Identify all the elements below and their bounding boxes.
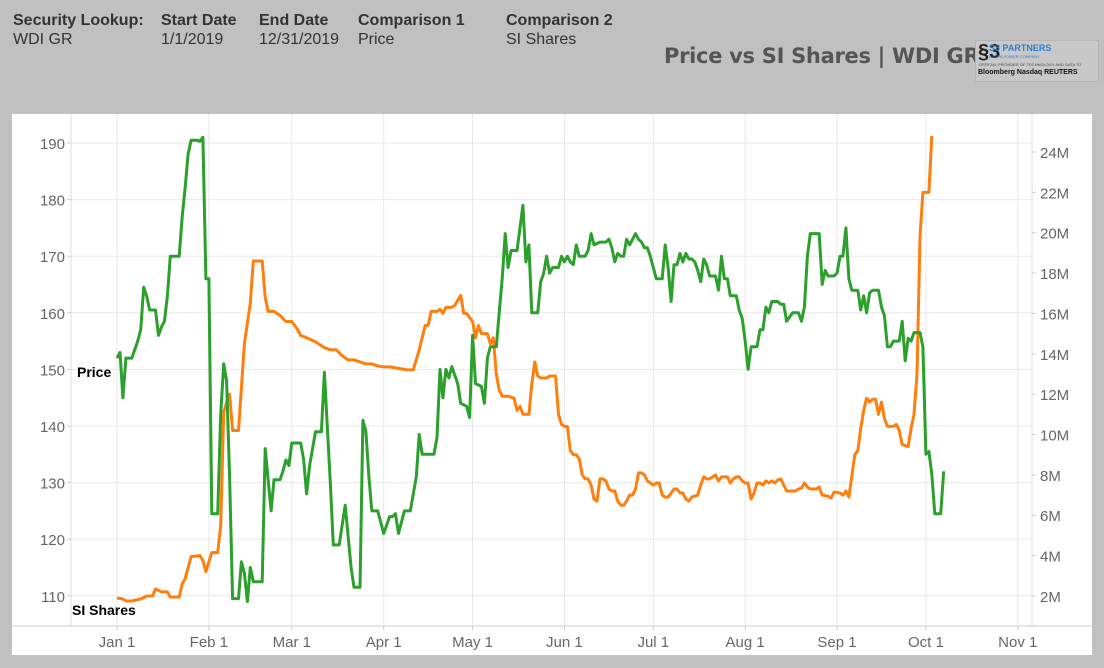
right-tick-label: 12M [1040,387,1069,404]
right-tick-label: 24M [1040,145,1069,162]
right-tick-label: 4M [1040,549,1061,566]
si-shares-line[interactable] [116,135,934,603]
right-tick-label: 16M [1040,306,1069,323]
x-tick-label: Feb 1 [190,634,228,651]
logo-official: OFFICIAL PROVIDER OF TECHNOLOGY AND DATA… [979,62,1082,67]
line-chart[interactable]: 110 120 130 140 150 160 170 180 190 2M 4M 6M 8M 10M 1… [12,114,1092,655]
price-axis-label: Price [77,364,111,380]
right-axis-ticks: 2M 4M 6M 8M 10M 12M 14M 16M 18M 20M 22M 24M [1032,145,1069,606]
filter-label: Security Lookup: [13,12,144,29]
filter-label: End Date [259,12,329,29]
x-tick-label: Apr 1 [366,634,402,651]
filter-comparison-1[interactable]: Comparison 1 Price [358,11,465,49]
filter-label: Comparison 2 [506,12,613,29]
filter-comparison-2[interactable]: Comparison 2 SI Shares [506,11,613,49]
security-value[interactable]: WDI GR [13,31,73,48]
left-tick-label: 170 [40,249,65,266]
right-tick-label: 6M [1040,508,1061,525]
price-line[interactable] [115,135,946,603]
left-tick-label: 130 [40,476,65,493]
comparison-1-value[interactable]: Price [358,31,395,48]
left-tick-label: 190 [40,136,65,153]
left-tick-label: 140 [40,419,65,436]
right-tick-label: 22M [1040,185,1069,202]
filter-end-date[interactable]: End Date 12/31/2019 [259,11,339,49]
x-tick-label: Jul 1 [637,634,669,651]
right-tick-label: 10M [1040,428,1069,445]
left-tick-label: 120 [40,532,65,549]
logo-brands: Bloomberg Nasdaq REUTERS [978,69,1078,76]
chart-title: Price vs SI Shares | WDI GR [664,44,980,68]
logo-tagline: A DATA POWER COMPANY [989,54,1040,59]
left-tick-label: 180 [40,193,65,210]
logo-name: S3 PARTNERS [989,43,1052,53]
left-tick-label: 160 [40,306,65,323]
filter-start-date[interactable]: Start Date 1/1/2019 [161,11,237,49]
end-date-value[interactable]: 12/31/2019 [259,31,340,48]
right-tick-label: 2M [1040,589,1061,606]
comparison-2-value[interactable]: SI Shares [506,31,577,48]
x-tick-label: Jun 1 [546,634,583,651]
filter-label: Start Date [161,12,237,29]
x-tick-label: Nov 1 [998,634,1037,651]
series-lines [115,135,946,603]
start-date-value[interactable]: 1/1/2019 [161,31,224,48]
right-tick-label: 14M [1040,347,1069,364]
x-tick-label: Aug 1 [726,634,765,651]
chart-panel: 110 120 130 140 150 160 170 180 190 2M 4M 6M 8M 10M 1… [12,114,1092,655]
x-tick-label: May 1 [452,634,493,651]
filter-label: Comparison 1 [358,12,465,29]
right-tick-label: 20M [1040,226,1069,243]
left-tick-label: 150 [40,362,65,379]
filter-security-lookup[interactable]: Security Lookup: WDI GR [13,11,144,49]
left-tick-label: 110 [41,589,65,606]
gridlines [71,114,1032,626]
x-tick-label: Sep 1 [817,634,856,651]
s3-partners-logo: §3 S3 PARTNERS A DATA POWER COMPANY OFFI… [975,40,1099,82]
x-tick-label: Oct 1 [908,634,944,651]
left-axis-ticks: 110 120 130 140 150 160 170 180 190 [40,136,71,606]
x-axis-ticks: Jan 1 Feb 1 Mar 1 Apr 1 May 1 Jun 1 Jul 1 Aug 1… [99,626,1037,651]
si-shares-axis-label: SI Shares [72,602,136,618]
x-tick-label: Jan 1 [99,634,136,651]
right-tick-label: 8M [1040,468,1061,485]
x-tick-label: Mar 1 [273,634,311,651]
right-tick-label: 18M [1040,266,1069,283]
logo-mark: §3 [978,41,1001,63]
